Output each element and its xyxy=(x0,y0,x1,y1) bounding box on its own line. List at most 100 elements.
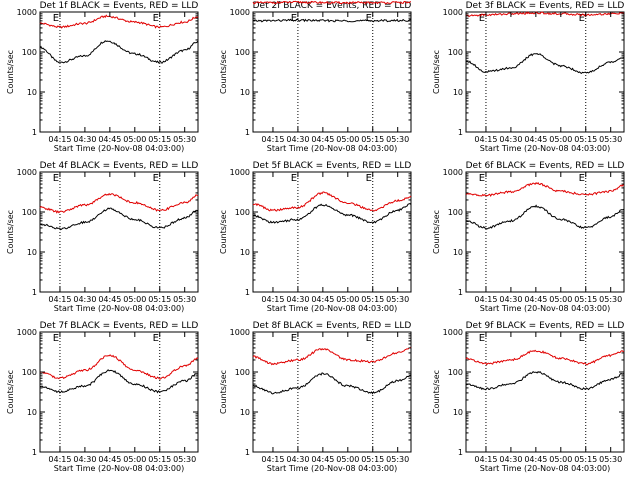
marker-label: E xyxy=(291,13,297,24)
x-tick-label: 04:30 xyxy=(499,455,522,464)
y-tick-label: 1000 xyxy=(17,168,37,177)
x-tick-label: 04:45 xyxy=(311,295,334,304)
x-tick-label: 04:45 xyxy=(311,455,334,464)
marker-label: E xyxy=(579,13,585,24)
x-tick-label: 05:15 xyxy=(148,135,171,144)
y-tick-label: 1000 xyxy=(443,328,463,337)
y-tick-label: 100 xyxy=(22,368,37,377)
series-line-red xyxy=(253,191,412,212)
x-tick-label: 05:00 xyxy=(336,455,359,464)
chart-title: Det 3f BLACK = Events, RED = LLD xyxy=(466,1,625,11)
y-tick-label: 1 xyxy=(245,448,250,457)
y-tick-label: 100 xyxy=(448,208,463,217)
y-tick-label: 10 xyxy=(27,248,37,257)
plot-frame xyxy=(465,171,625,293)
x-axis-label: Start Time (20-Nov-08 04:03:00) xyxy=(267,144,397,153)
y-axis-label: Counts/sec xyxy=(6,210,15,254)
y-tick-label: 10 xyxy=(27,408,37,417)
x-tick-label: 05:30 xyxy=(173,455,196,464)
y-tick-label: 10 xyxy=(453,408,463,417)
x-axis-label: Start Time (20-Nov-08 04:03:00) xyxy=(480,144,610,153)
x-tick-label: 05:30 xyxy=(599,135,622,144)
series-line-red xyxy=(39,192,199,214)
chart-title: Det 6f BLACK = Events, RED = LLD xyxy=(466,161,625,171)
plot-frame xyxy=(39,11,199,133)
marker-label: E xyxy=(479,333,485,344)
x-tick-label: 05:00 xyxy=(336,135,359,144)
y-tick-label: 10 xyxy=(27,88,37,97)
y-tick-label: 100 xyxy=(235,368,250,377)
x-tick-label: 05:15 xyxy=(574,295,597,304)
marker-label: E xyxy=(53,333,59,344)
x-tick-label: 05:30 xyxy=(599,295,622,304)
x-tick-label: 05:15 xyxy=(361,135,384,144)
x-tick-label: 04:15 xyxy=(48,295,71,304)
plot-frame xyxy=(465,11,625,133)
marker-label: E xyxy=(366,13,372,24)
x-tick-label: 05:30 xyxy=(386,295,409,304)
x-axis-label: Start Time (20-Nov-08 04:03:00) xyxy=(54,464,184,473)
x-tick-label: 05:15 xyxy=(148,455,171,464)
plot-frame xyxy=(252,171,412,293)
marker-label: E xyxy=(366,173,372,184)
x-tick-label: 05:30 xyxy=(386,135,409,144)
x-tick-label: 05:30 xyxy=(173,135,196,144)
y-tick-label: 100 xyxy=(22,48,37,57)
chart-title: Det 7f BLACK = Events, RED = LLD xyxy=(40,321,199,331)
chart-panel-6: Det 6f BLACK = Events, RED = LLD E E 1 10 100… xyxy=(432,161,625,313)
series-line-red xyxy=(465,349,625,366)
series-line-red xyxy=(40,354,199,380)
y-tick-label: 1 xyxy=(458,448,463,457)
x-tick-label: 05:30 xyxy=(173,295,196,304)
chart-title: Det 8f BLACK = Events, RED = LLD xyxy=(253,321,412,331)
x-tick-label: 04:45 xyxy=(311,135,334,144)
marker-label: E xyxy=(153,333,159,344)
x-tick-label: 04:30 xyxy=(499,295,522,304)
y-axis-label: Counts/sec xyxy=(219,210,228,254)
y-axis-label: Counts/sec xyxy=(219,50,228,94)
y-axis-label: Counts/sec xyxy=(432,210,441,254)
series-line-red xyxy=(465,11,625,18)
y-axis-label: Counts/sec xyxy=(6,370,15,414)
chart-title: Det 5f BLACK = Events, RED = LLD xyxy=(253,161,412,171)
x-tick-label: 05:15 xyxy=(574,135,597,144)
y-tick-label: 1000 xyxy=(230,8,250,17)
y-tick-label: 1000 xyxy=(443,168,463,177)
series-line-black xyxy=(252,203,412,224)
y-tick-label: 1 xyxy=(32,448,37,457)
chart-panel-8: Det 8f BLACK = Events, RED = LLD E E 1 10 100… xyxy=(219,321,412,473)
series-line-black xyxy=(252,18,412,23)
marker-label: E xyxy=(579,173,585,184)
x-tick-label: 04:15 xyxy=(261,455,284,464)
x-tick-label: 04:15 xyxy=(474,455,497,464)
x-tick-label: 04:30 xyxy=(73,135,96,144)
x-tick-label: 04:45 xyxy=(98,135,121,144)
plot-frame xyxy=(252,331,412,453)
x-tick-label: 05:00 xyxy=(549,295,572,304)
y-tick-label: 100 xyxy=(448,368,463,377)
chart-title: Det 9f BLACK = Events, RED = LLD xyxy=(466,321,625,331)
y-axis-label: Counts/sec xyxy=(432,50,441,94)
x-tick-label: 05:00 xyxy=(336,295,359,304)
marker-label: E xyxy=(153,173,159,184)
x-tick-label: 04:45 xyxy=(524,295,547,304)
x-axis-label: Start Time (20-Nov-08 04:03:00) xyxy=(480,464,610,473)
chart-panel-1: Det 1f BLACK = Events, RED = LLD E E 1 10 100… xyxy=(6,1,199,153)
x-tick-label: 05:00 xyxy=(123,135,146,144)
chart-title: Det 1f BLACK = Events, RED = LLD xyxy=(40,1,199,11)
marker-label: E xyxy=(291,333,297,344)
chart-panel-4: Det 4f BLACK = Events, RED = LLD E E 1 10 100… xyxy=(6,161,199,313)
x-axis-label: Start Time (20-Nov-08 04:03:00) xyxy=(54,304,184,313)
chart-panel-5: Det 5f BLACK = Events, RED = LLD E E 1 10 100… xyxy=(219,161,412,313)
y-tick-label: 100 xyxy=(22,208,37,217)
x-tick-label: 04:15 xyxy=(48,455,71,464)
x-tick-label: 04:15 xyxy=(261,135,284,144)
chart-title: Det 4f BLACK = Events, RED = LLD xyxy=(40,161,199,171)
x-axis-label: Start Time (20-Nov-08 04:03:00) xyxy=(267,464,397,473)
y-tick-label: 1 xyxy=(245,128,250,137)
marker-label: E xyxy=(479,173,485,184)
y-tick-label: 100 xyxy=(448,48,463,57)
y-tick-label: 1000 xyxy=(230,328,250,337)
y-tick-label: 10 xyxy=(240,248,250,257)
x-tick-label: 05:00 xyxy=(549,455,572,464)
